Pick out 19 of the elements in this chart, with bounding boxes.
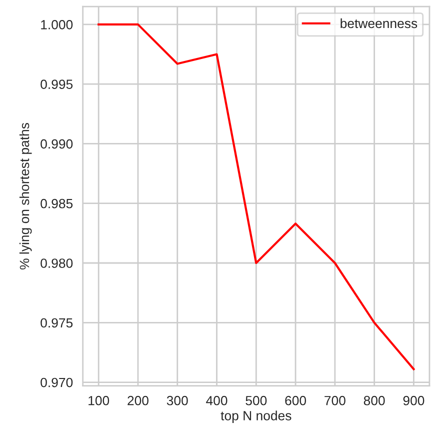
y-tick-label: 0.990 <box>40 139 73 149</box>
y-axis-title: % lying on shortest paths <box>19 122 32 270</box>
x-tick-label: 500 <box>246 396 267 406</box>
x-tick-label: 800 <box>364 396 385 406</box>
x-tick-label: 400 <box>206 396 228 406</box>
x-tick-label: 900 <box>403 396 424 406</box>
x-tick-label: 300 <box>166 396 188 406</box>
y-tick-label: 0.975 <box>40 318 73 328</box>
x-tick-label: 100 <box>88 396 110 406</box>
y-tick-label: 0.995 <box>40 80 73 89</box>
x-axis-title: top N nodes <box>220 410 292 423</box>
x-tick-label: 700 <box>324 396 346 406</box>
y-tick-label: 0.980 <box>40 258 73 268</box>
legend-label: betweenness <box>340 18 418 28</box>
y-tick-label: 0.970 <box>40 378 73 388</box>
y-tick-label: 1.000 <box>41 20 73 30</box>
x-tick-label: 200 <box>128 396 148 406</box>
x-tick-label: 600 <box>285 396 306 406</box>
y-tick-label: 0.985 <box>40 198 73 208</box>
